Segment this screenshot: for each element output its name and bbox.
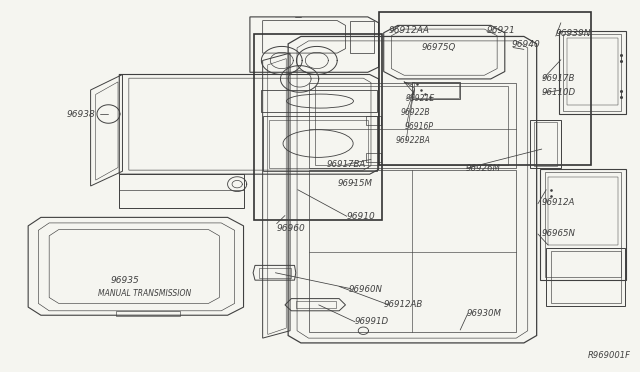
Text: 96935: 96935 [111,276,140,285]
Text: MANUAL TRANSMISSION: MANUAL TRANSMISSION [99,289,191,298]
Text: 96965N: 96965N [541,229,576,238]
Text: 96110D: 96110D [541,89,576,97]
Text: 96917BA: 96917BA [326,160,365,169]
Bar [253,34,383,220]
Text: 96912AB: 96912AB [384,300,423,310]
Text: 96930M: 96930M [467,309,502,318]
Text: 96917B: 96917B [541,74,575,83]
Text: 96922B: 96922B [400,108,430,118]
Text: 96960: 96960 [276,224,305,232]
Bar [380,13,591,164]
Text: R969001F: R969001F [588,351,631,360]
Text: 96940: 96940 [511,41,540,49]
Text: 96939N: 96939N [556,29,591,38]
Text: 96975Q: 96975Q [422,43,456,52]
Text: 96910: 96910 [347,212,376,221]
Text: 96912A: 96912A [541,198,575,207]
Text: 96938: 96938 [67,109,95,119]
Text: 96921: 96921 [487,26,516,35]
Text: 96915M: 96915M [338,179,373,188]
Text: 96960N: 96960N [349,285,383,294]
Text: 96926M: 96926M [465,164,500,173]
Text: 96921E: 96921E [406,94,435,103]
Text: 96916P: 96916P [404,122,434,131]
Text: 96991D: 96991D [355,317,389,326]
Text: 96912AA: 96912AA [389,26,430,35]
Text: 96922BA: 96922BA [396,137,431,145]
